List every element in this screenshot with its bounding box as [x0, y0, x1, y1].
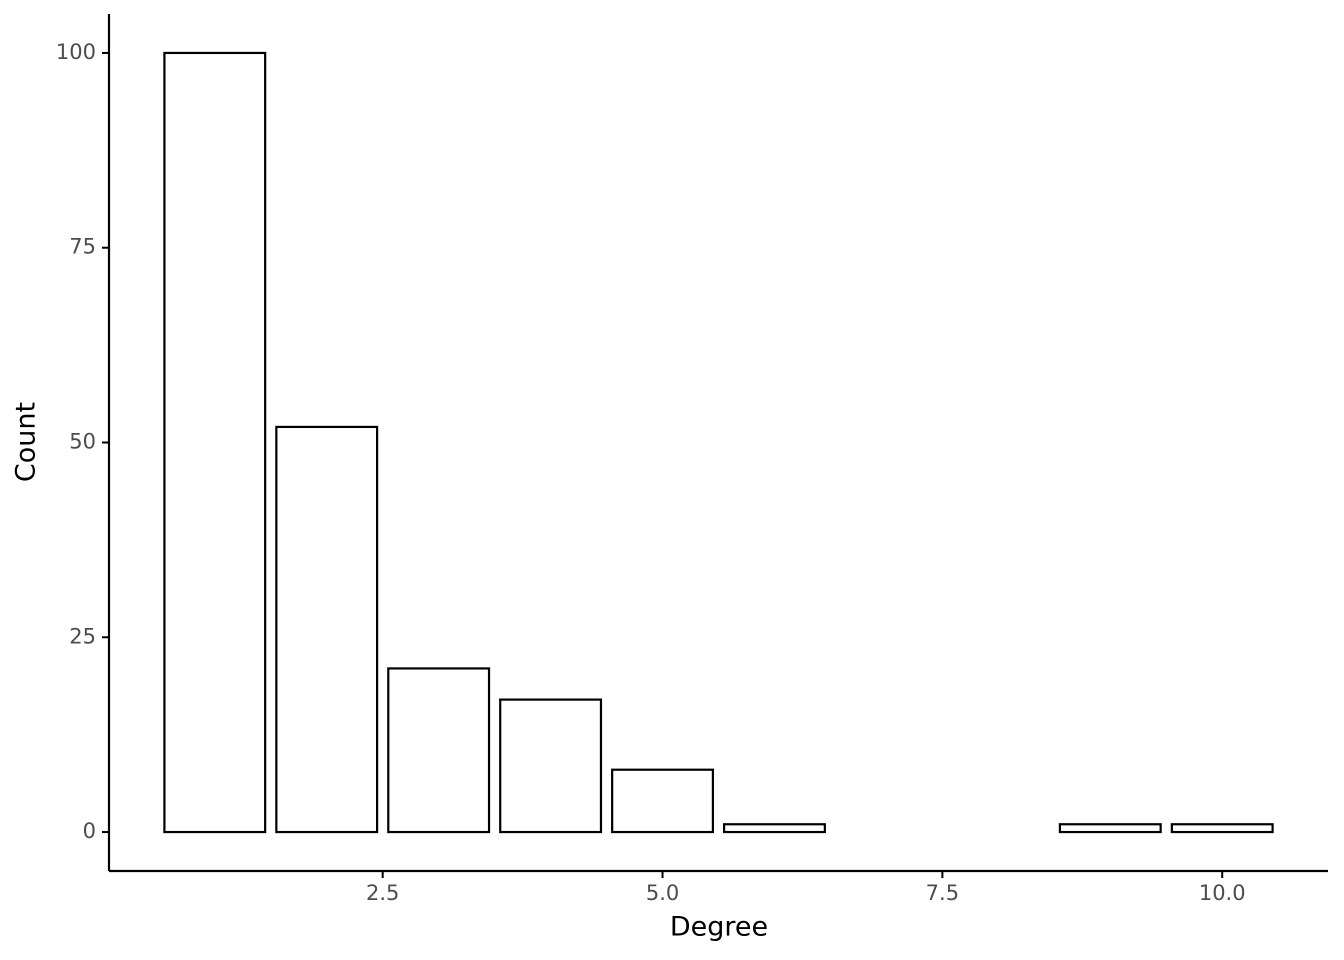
- x-tick-label: 2.5: [366, 881, 399, 905]
- y-tick-label: 75: [69, 235, 96, 259]
- x-tick-label: 5.0: [646, 881, 679, 905]
- bar: [499, 698, 603, 834]
- bar: [611, 768, 715, 834]
- y-tick-label: 50: [69, 430, 96, 454]
- bar: [163, 51, 267, 834]
- x-tick-label: 10.0: [1199, 881, 1246, 905]
- y-tick-label: 0: [83, 819, 96, 843]
- bar: [722, 823, 826, 834]
- y-tick-label: 100: [56, 40, 96, 64]
- x-tick-label: 7.5: [926, 881, 959, 905]
- x-axis-title: Degree: [670, 912, 768, 943]
- bar: [275, 425, 379, 834]
- bar: [1170, 823, 1274, 834]
- bar: [387, 667, 491, 834]
- y-tick-label: 25: [69, 624, 96, 648]
- y-axis-title: Count: [11, 402, 42, 482]
- bar: [1058, 823, 1162, 834]
